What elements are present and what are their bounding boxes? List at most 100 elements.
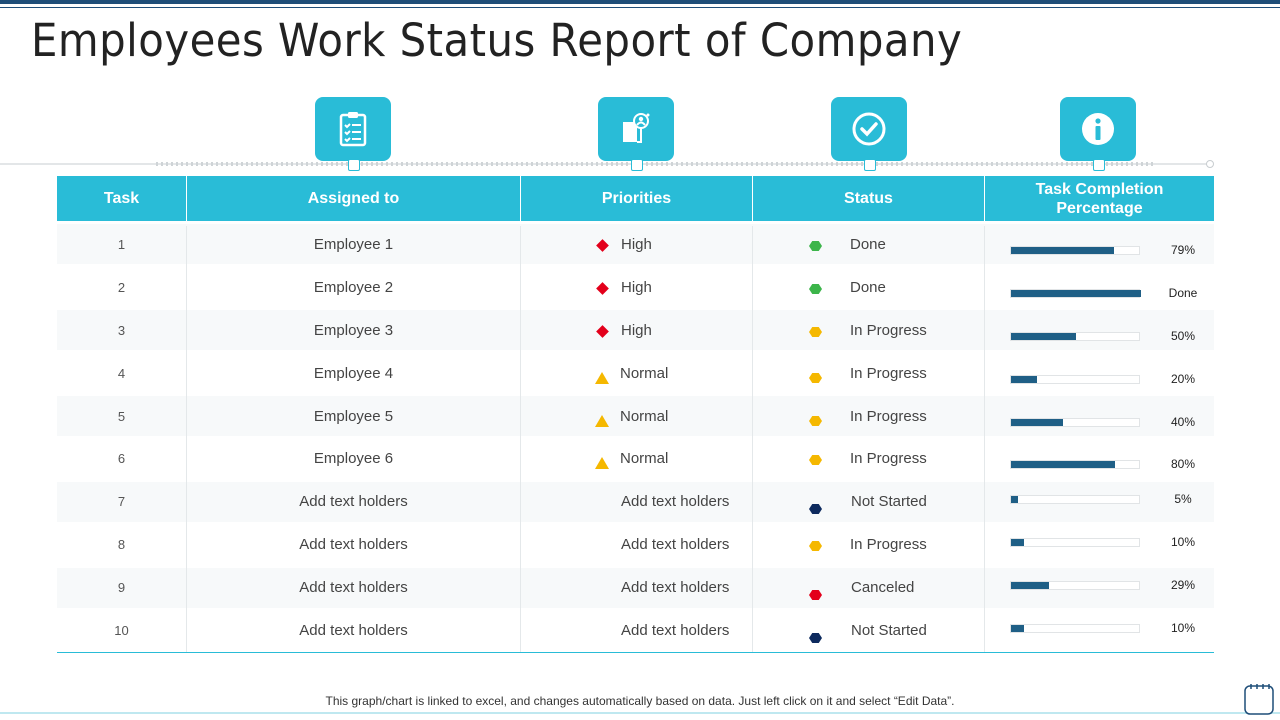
- timeline-knob: [348, 159, 360, 171]
- table-row: [57, 396, 1214, 436]
- header-divider: [520, 176, 521, 221]
- task-number: 7: [117, 494, 126, 509]
- header-task: Task: [103, 190, 140, 207]
- progress-bar-fill: [1011, 625, 1024, 632]
- timeline-end-dot: [1206, 160, 1214, 168]
- status-indicator-icon: [809, 541, 822, 551]
- completion-percent: 79%: [1170, 243, 1196, 257]
- footer-line: [0, 712, 1280, 714]
- progress-bar-fill: [1011, 582, 1049, 589]
- progress-bar-fill: [1011, 419, 1063, 426]
- check-circle-icon: [852, 112, 886, 146]
- progress-bar-track: [1010, 375, 1140, 384]
- table-row: [57, 310, 1214, 350]
- priority-normal-icon: [595, 415, 609, 427]
- completion-icon-box: [1060, 97, 1136, 161]
- assigned-icon-box: [598, 97, 674, 161]
- column-divider: [984, 226, 985, 652]
- document-user-icon: [623, 113, 650, 143]
- assigned-to: Employee 5: [313, 408, 394, 425]
- progress-bar-track: [1010, 332, 1140, 341]
- priority-text: Add text holders: [621, 622, 730, 639]
- table-header: Task Assigned to Priorities Status Task …: [57, 176, 1214, 221]
- assigned-to: Employee 1: [313, 236, 394, 253]
- column-divider: [520, 226, 521, 652]
- status-indicator-icon: [809, 284, 822, 294]
- task-number: 6: [117, 451, 126, 466]
- completion-percent: 29%: [1170, 578, 1196, 592]
- progress-bar-track: [1010, 418, 1140, 427]
- progress-bar-fill: [1011, 376, 1037, 383]
- table-row: [57, 224, 1214, 264]
- task-number: 9: [117, 580, 126, 595]
- priority-normal-icon: [595, 457, 609, 469]
- progress-bar-fill: [1011, 333, 1076, 340]
- notebook-icon: [1244, 684, 1274, 715]
- completion-percent: 10%: [1170, 621, 1196, 635]
- assigned-to: Employee 2: [313, 279, 394, 296]
- progress-bar-fill: [1011, 496, 1018, 503]
- assigned-to: Employee 3: [313, 322, 394, 339]
- progress-bar-fill: [1011, 290, 1141, 297]
- task-number: 1: [117, 237, 126, 252]
- clipboard-checklist-icon: [339, 112, 367, 147]
- status-text: Canceled: [851, 579, 915, 596]
- assigned-to: Add text holders: [299, 579, 408, 596]
- top-accent-line: [0, 7, 1280, 8]
- header-divider: [984, 176, 985, 221]
- priority-text: Normal: [620, 408, 669, 425]
- priority-text: Normal: [620, 365, 669, 382]
- completion-percent: 5%: [1174, 492, 1192, 506]
- completion-percent: 50%: [1170, 329, 1196, 343]
- task-number: 8: [117, 537, 126, 552]
- header-priorities: Priorities: [601, 190, 672, 207]
- task-number: 5: [117, 409, 126, 424]
- completion-percent: 20%: [1170, 372, 1196, 386]
- progress-bar-track: [1010, 624, 1140, 633]
- priority-text: High: [621, 236, 652, 253]
- table-bottom-border: [57, 652, 1214, 653]
- priority-text: Add text holders: [621, 493, 730, 510]
- status-indicator-icon: [809, 327, 822, 337]
- assigned-to: Employee 6: [313, 450, 394, 467]
- status-text: In Progress: [850, 450, 927, 467]
- priority-normal-icon: [595, 372, 609, 384]
- completion-percent: 10%: [1170, 535, 1196, 549]
- timeline-knob: [1093, 159, 1105, 171]
- progress-bar-track: [1010, 246, 1140, 255]
- status-text: In Progress: [850, 365, 927, 382]
- status-text: In Progress: [850, 408, 927, 425]
- status-icon-box: [831, 97, 907, 161]
- status-text: Not Started: [851, 493, 927, 510]
- header-status: Status: [844, 190, 893, 207]
- status-indicator-icon: [809, 590, 822, 600]
- assigned-to: Add text holders: [299, 622, 408, 639]
- assigned-to: Employee 4: [313, 365, 394, 382]
- timeline-knob: [631, 159, 643, 171]
- progress-bar-track: [1010, 460, 1140, 469]
- priority-text: Add text holders: [621, 579, 730, 596]
- timeline-dots: [156, 162, 1156, 166]
- task-number: 4: [117, 366, 126, 381]
- progress-bar-fill: [1011, 247, 1114, 254]
- status-text: In Progress: [850, 322, 927, 339]
- status-indicator-icon: [809, 241, 822, 251]
- status-indicator-icon: [809, 373, 822, 383]
- header-divider: [752, 176, 753, 221]
- completion-percent: 40%: [1170, 415, 1196, 429]
- progress-bar-track: [1010, 538, 1140, 547]
- completion-percent: 80%: [1170, 457, 1196, 471]
- status-text: Done: [850, 279, 886, 296]
- status-indicator-icon: [809, 455, 822, 465]
- footnote: This graph/chart is linked to excel, and…: [325, 694, 955, 708]
- task-number: 10: [114, 623, 129, 638]
- completion-percent: Done: [1168, 286, 1198, 300]
- progress-bar-track: [1010, 289, 1141, 298]
- progress-bar-track: [1010, 581, 1140, 590]
- status-text: In Progress: [850, 536, 927, 553]
- status-text: Not Started: [851, 622, 927, 639]
- column-divider: [752, 226, 753, 652]
- info-icon: [1082, 113, 1114, 145]
- status-indicator-icon: [809, 504, 822, 514]
- priority-text: Add text holders: [621, 536, 730, 553]
